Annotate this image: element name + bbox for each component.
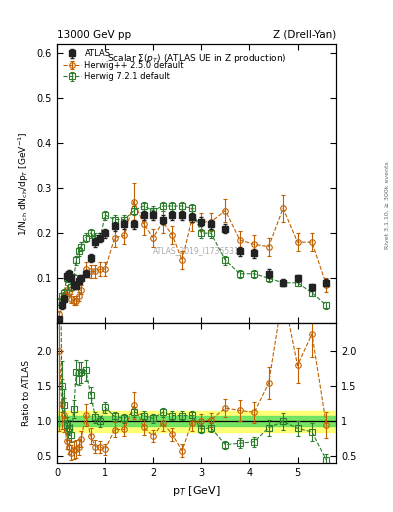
- Text: 13000 GeV pp: 13000 GeV pp: [57, 30, 131, 40]
- Text: Scalar $\Sigma(p_T)$ (ATLAS UE in Z production): Scalar $\Sigma(p_T)$ (ATLAS UE in Z prod…: [107, 52, 286, 65]
- X-axis label: p$_T$ [GeV]: p$_T$ [GeV]: [172, 484, 221, 498]
- Y-axis label: Ratio to ATLAS: Ratio to ATLAS: [22, 360, 31, 426]
- Bar: [57, 416, 336, 426]
- Text: Z (Drell-Yan): Z (Drell-Yan): [273, 30, 336, 40]
- Text: Rivet 3.1.10, ≥ 300k events: Rivet 3.1.10, ≥ 300k events: [385, 161, 389, 249]
- Text: ATLAS_2019_I1736531: ATLAS_2019_I1736531: [153, 246, 240, 255]
- Legend: ATLAS, Herwig++ 2.5.0 default, Herwig 7.2.1 default: ATLAS, Herwig++ 2.5.0 default, Herwig 7.…: [61, 48, 185, 83]
- Y-axis label: 1/N$_{\rm ch}$ dN$_{\rm ch}$/dp$_T$ [GeV$^{-1}$]: 1/N$_{\rm ch}$ dN$_{\rm ch}$/dp$_T$ [GeV…: [17, 131, 31, 236]
- Bar: [57, 411, 336, 432]
